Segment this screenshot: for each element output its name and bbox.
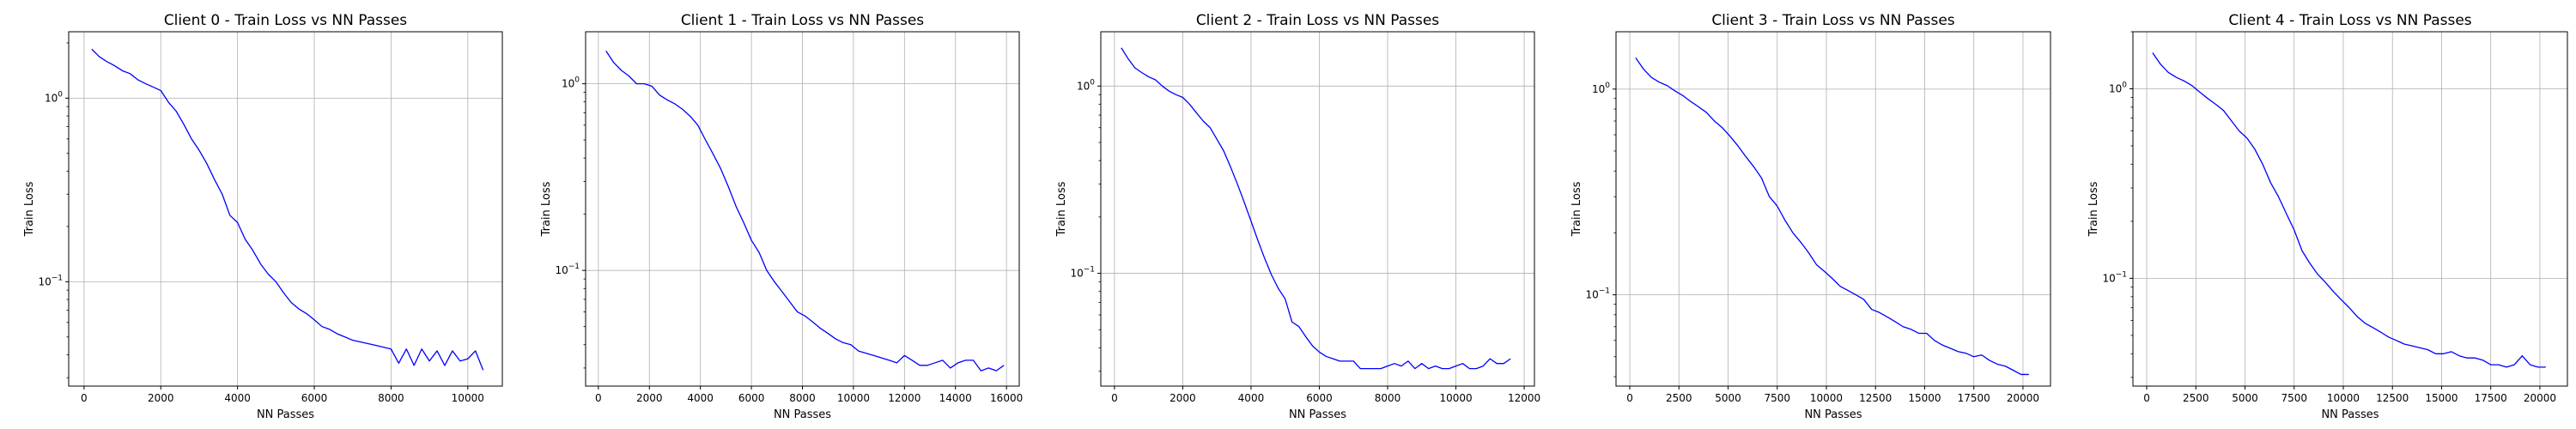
series-line	[605, 50, 1005, 372]
chart-panel-4: 0 2500 5000 7500 10000 12500 15000 17500 20000 10…	[2087, 12, 2568, 421]
chart-panel-1: 0 2000 4000 6000 8000 10000 12000 14000 16000 10−…	[540, 12, 1023, 421]
x-tick-label: 5000	[2232, 392, 2258, 404]
x-tick-label: 2000	[1170, 392, 1196, 404]
y-axis-label: Train Loss	[2087, 181, 2100, 237]
x-tick-label: 7500	[2281, 392, 2307, 404]
x-tick-label: 2000	[636, 392, 663, 404]
axes-frame	[68, 31, 503, 387]
y-tick-label: 10−1	[555, 263, 580, 276]
x-axis-label: NN Passes	[1289, 408, 1346, 421]
x-tick-label: 6000	[738, 392, 765, 404]
y-tick-label: 10−1	[1070, 266, 1095, 280]
x-tick-label: 12500	[2376, 392, 2409, 404]
y-axis-label: Train Loss	[23, 181, 36, 237]
x-tick-label: 0	[81, 392, 88, 404]
x-tick-label: 2000	[148, 392, 174, 404]
series-line	[1121, 47, 1511, 370]
chart-title: Client 0 - Train Loss vs NN Passes	[164, 12, 407, 29]
x-axis-label: NN Passes	[774, 408, 831, 421]
x-tick-label: 0	[2143, 392, 2150, 404]
chart-panel-2: 0 2000 4000 6000 8000 10000 12000 10−1 100 Client…	[1055, 12, 1540, 421]
chart-panel-0: 0 2000 4000 6000 8000 10000 10−1 100 Client 0 - …	[23, 12, 503, 421]
x-tick-label: 2500	[2183, 392, 2209, 404]
x-tick-label: 16000	[990, 392, 1023, 404]
y-axis-label: Train Loss	[540, 181, 553, 237]
x-tick-label: 10000	[452, 392, 484, 404]
axes-frame	[2132, 31, 2568, 387]
x-tick-label: 12000	[1508, 392, 1540, 404]
x-tick-label: 15000	[1908, 392, 1941, 404]
axes-frame	[1615, 31, 2051, 387]
x-tick-label: 2500	[1666, 392, 1692, 404]
x-tick-label: 6000	[301, 392, 328, 404]
x-tick-label: 12500	[1859, 392, 1892, 404]
x-tick-label: 4000	[224, 392, 251, 404]
chart-title: Client 4 - Train Loss vs NN Passes	[2228, 12, 2471, 29]
chart-title: Client 2 - Train Loss vs NN Passes	[1196, 12, 1439, 29]
x-tick-label: 0	[595, 392, 602, 404]
x-tick-label: 14000	[939, 392, 972, 404]
x-axis-label: NN Passes	[1804, 408, 1862, 421]
x-tick-label: 17500	[1958, 392, 1990, 404]
y-axis-label: Train Loss	[1055, 181, 1068, 237]
y-tick-label: 100	[45, 90, 63, 104]
x-tick-label: 10000	[2327, 392, 2360, 404]
x-tick-label: 8000	[378, 392, 404, 404]
y-tick-label: 100	[562, 76, 580, 90]
x-tick-label: 4000	[1238, 392, 1265, 404]
x-tick-label: 4000	[687, 392, 714, 404]
chart-title: Client 3 - Train Loss vs NN Passes	[1711, 12, 1954, 29]
y-tick-label: 100	[2109, 81, 2127, 94]
x-tick-label: 10000	[837, 392, 870, 404]
x-tick-label: 7500	[1764, 392, 1790, 404]
x-tick-label: 20000	[2007, 392, 2039, 404]
series-line	[2152, 52, 2546, 368]
axes-frame	[1100, 31, 1535, 387]
series-line	[91, 48, 484, 371]
x-tick-label: 8000	[789, 392, 816, 404]
y-tick-label: 100	[1077, 78, 1095, 92]
y-axis-label: Train Loss	[1571, 181, 1583, 237]
chart-title: Client 1 - Train Loss vs NN Passes	[681, 12, 924, 29]
x-axis-label: NN Passes	[2321, 408, 2379, 421]
chart-panel-3: 0 2500 5000 7500 10000 12500 15000 17500 20000 10…	[1571, 12, 2051, 421]
x-tick-label: 10000	[1439, 392, 1472, 404]
y-tick-label: 100	[1592, 82, 1610, 95]
x-tick-label: 0	[1111, 392, 1118, 404]
y-tick-label: 10−1	[1585, 287, 1610, 301]
x-tick-label: 15000	[2425, 392, 2458, 404]
x-tick-label: 8000	[1375, 392, 1401, 404]
x-tick-label: 20000	[2524, 392, 2556, 404]
x-tick-label: 12000	[888, 392, 920, 404]
x-tick-label: 6000	[1306, 392, 1333, 404]
series-line	[1635, 57, 2029, 376]
x-tick-label: 17500	[2475, 392, 2507, 404]
y-tick-label: 10−1	[38, 274, 63, 287]
x-axis-label: NN Passes	[257, 408, 314, 421]
x-tick-label: 10000	[1810, 392, 1843, 404]
y-tick-label: 10−1	[2102, 270, 2127, 284]
x-tick-label: 0	[1626, 392, 1633, 404]
x-tick-label: 5000	[1715, 392, 1741, 404]
